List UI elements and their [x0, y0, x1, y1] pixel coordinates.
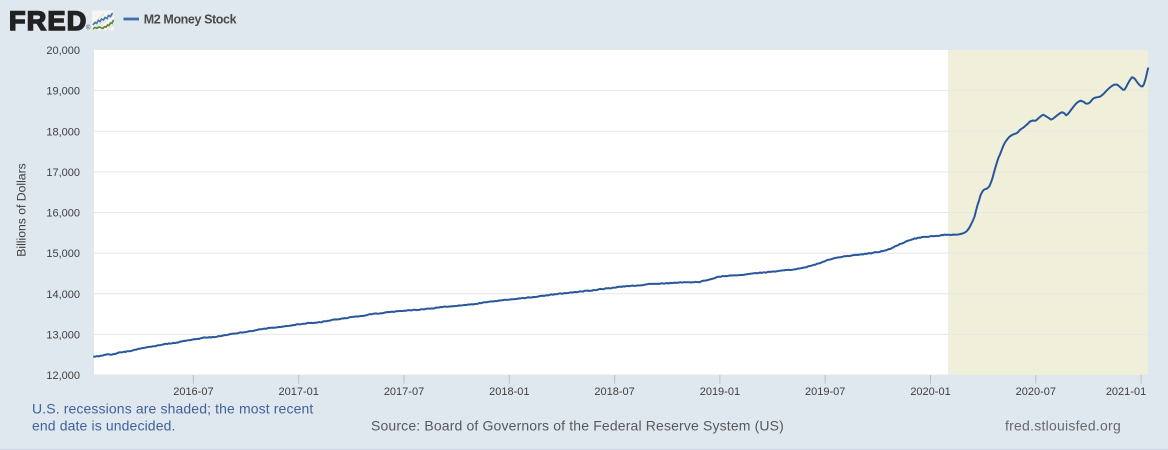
svg-text:2021-01: 2021-01	[1106, 386, 1146, 398]
svg-text:12,000: 12,000	[46, 370, 80, 382]
svg-text:2020-07: 2020-07	[1016, 386, 1056, 398]
svg-text:14,000: 14,000	[46, 289, 80, 301]
svg-text:Source: Board of Governors of: Source: Board of Governors of the Federa…	[371, 418, 784, 434]
svg-text:FRED: FRED	[9, 6, 88, 36]
svg-text:2020-01: 2020-01	[910, 386, 950, 398]
svg-text:15,000: 15,000	[46, 248, 80, 260]
svg-text:Billions of Dollars: Billions of Dollars	[14, 163, 28, 256]
svg-text:17,000: 17,000	[46, 167, 80, 179]
svg-text:2018-07: 2018-07	[594, 386, 634, 398]
svg-text:U.S. recessions are shaded; th: U.S. recessions are shaded; the most rec…	[32, 401, 313, 417]
svg-text:19,000: 19,000	[46, 86, 80, 98]
svg-text:16,000: 16,000	[46, 208, 80, 220]
svg-text:13,000: 13,000	[46, 329, 80, 341]
svg-text:M2 Money Stock: M2 Money Stock	[144, 13, 237, 27]
svg-text:2019-01: 2019-01	[700, 386, 740, 398]
svg-text:20,000: 20,000	[46, 45, 80, 57]
svg-text:end date is undecided.: end date is undecided.	[32, 418, 176, 434]
svg-text:2017-01: 2017-01	[279, 386, 319, 398]
svg-text:fred.stlouisfed.org: fred.stlouisfed.org	[1005, 418, 1121, 434]
svg-text:2016-07: 2016-07	[173, 386, 213, 398]
svg-text:®: ®	[86, 25, 91, 32]
svg-text:2017-07: 2017-07	[384, 386, 424, 398]
svg-text:2019-07: 2019-07	[805, 386, 845, 398]
svg-text:18,000: 18,000	[46, 126, 80, 138]
svg-text:2018-01: 2018-01	[489, 386, 529, 398]
